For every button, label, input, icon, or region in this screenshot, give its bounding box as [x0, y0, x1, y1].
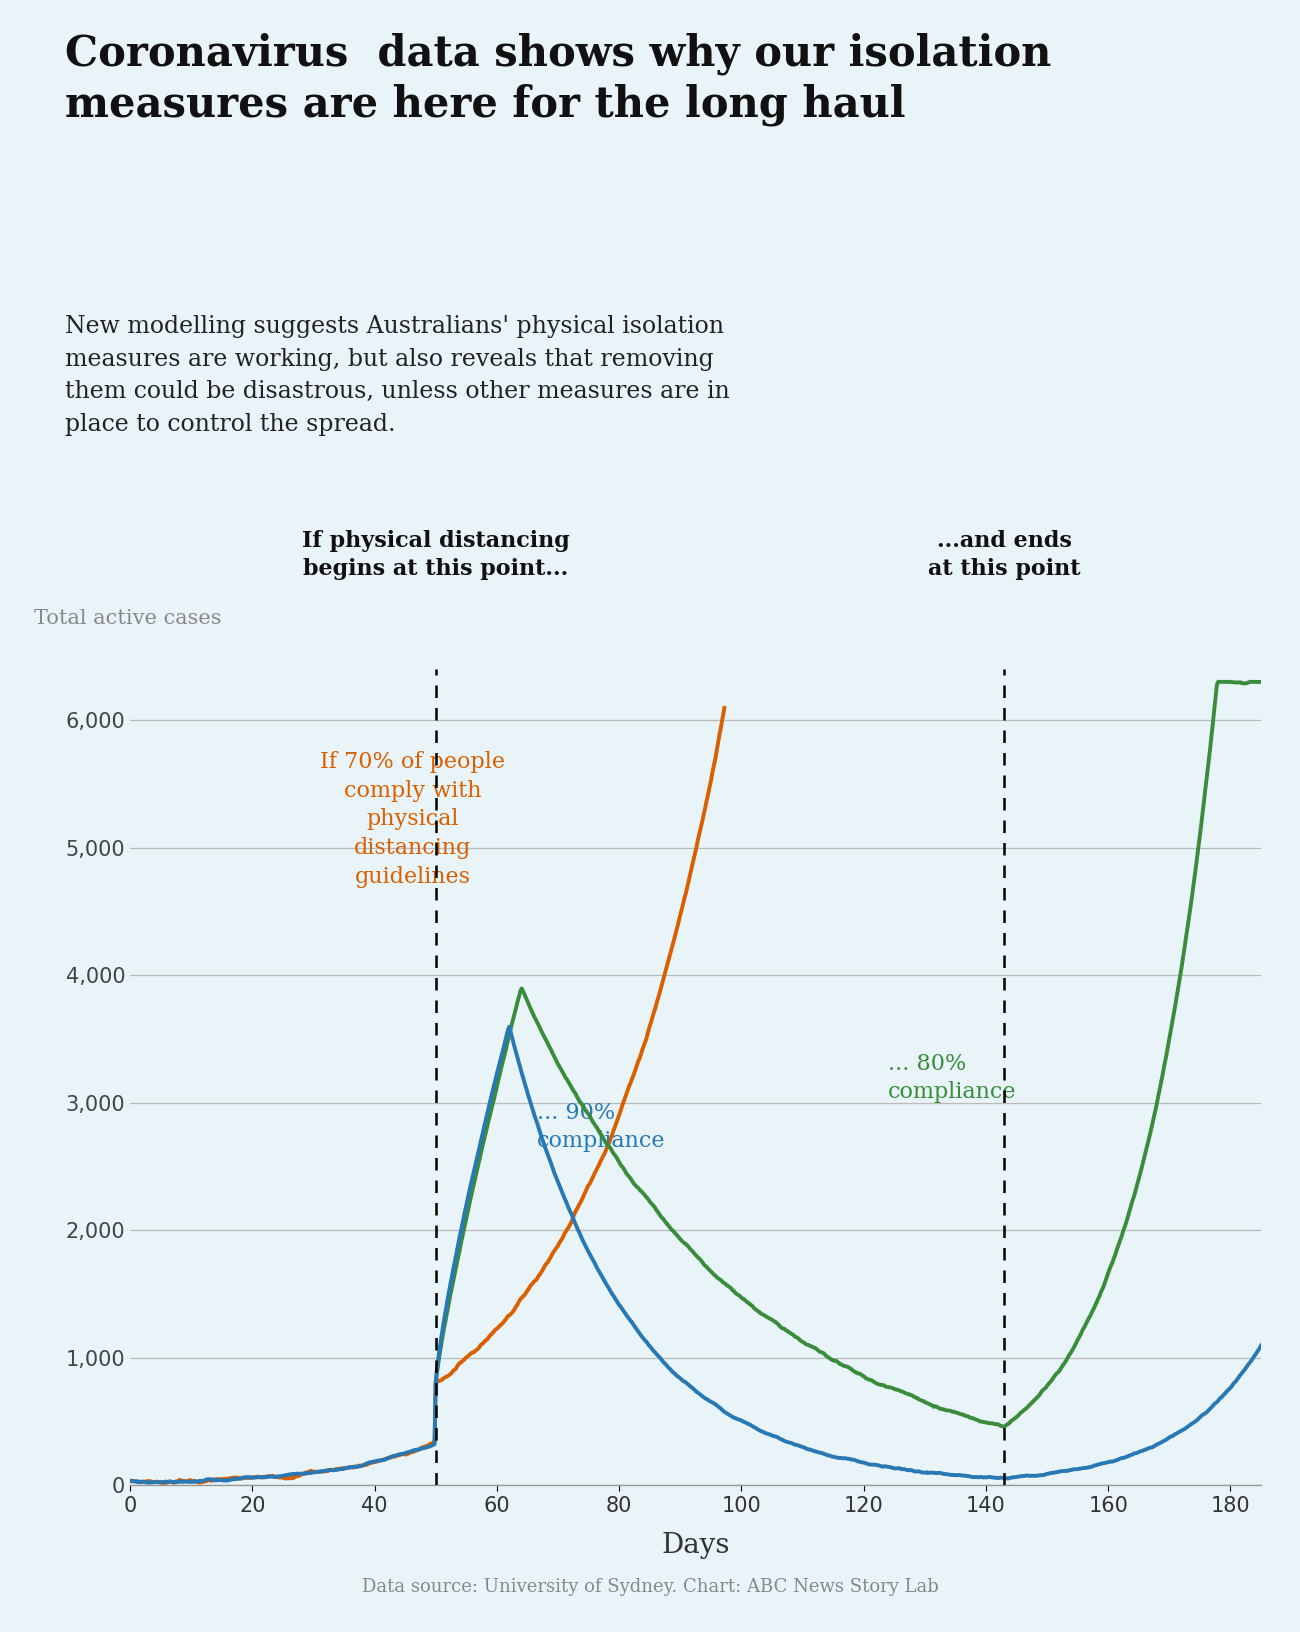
Text: If physical distancing
begins at this point...: If physical distancing begins at this po…: [302, 530, 569, 581]
Text: ...and ends
at this point: ...and ends at this point: [928, 530, 1080, 581]
X-axis label: Days: Days: [662, 1532, 729, 1559]
Text: ... 80%
compliance: ... 80% compliance: [888, 1053, 1017, 1103]
Text: Data source: University of Sydney. Chart: ABC News Story Lab: Data source: University of Sydney. Chart…: [361, 1578, 939, 1596]
Text: Coronavirus  data shows why our isolation
measures are here for the long haul: Coronavirus data shows why our isolation…: [65, 33, 1052, 126]
Text: ... 90%
compliance: ... 90% compliance: [537, 1102, 666, 1152]
Text: Total active cases: Total active cases: [34, 609, 221, 628]
Text: If 70% of people
comply with
physical
distancing
guidelines: If 70% of people comply with physical di…: [320, 751, 506, 888]
Text: New modelling suggests Australians' physical isolation
measures are working, but: New modelling suggests Australians' phys…: [65, 315, 729, 436]
